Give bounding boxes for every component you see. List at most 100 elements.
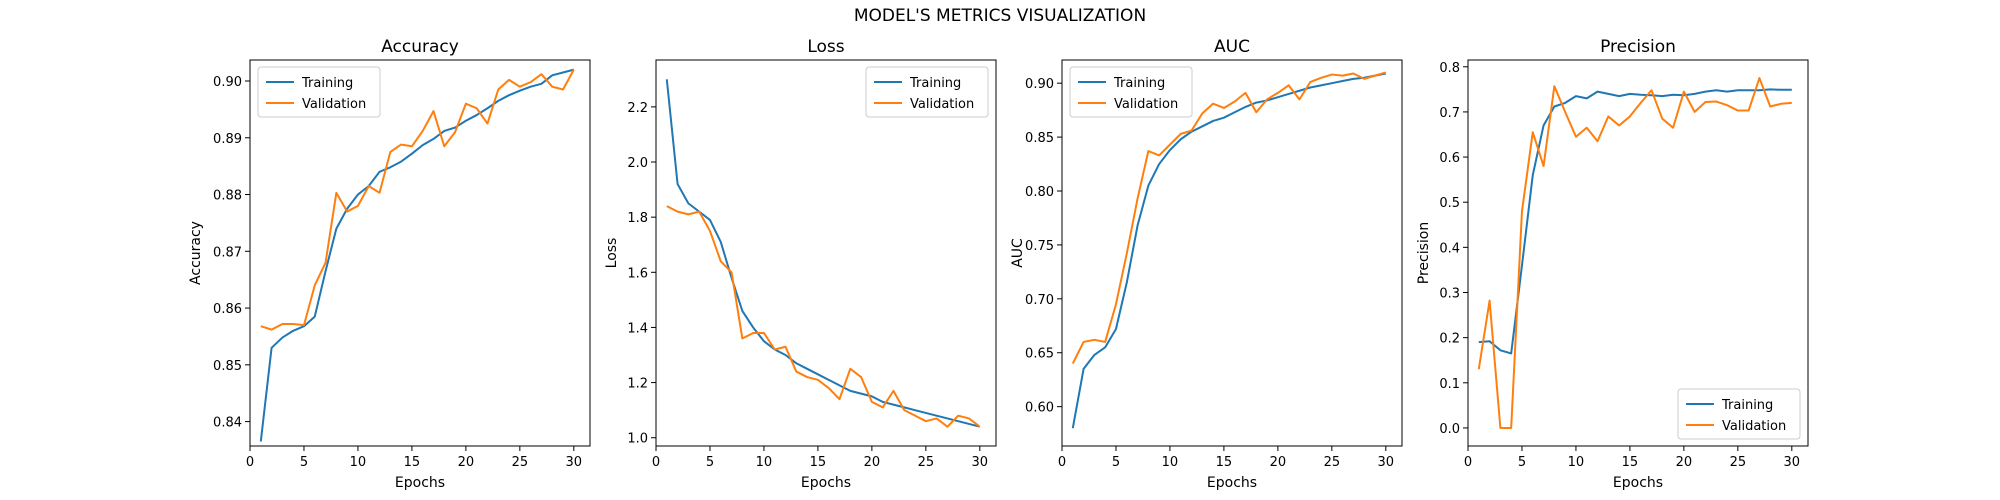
y-tick-label: 0.87	[213, 245, 242, 260]
legend-label-training: Training	[301, 76, 353, 91]
legend-label-validation: Validation	[910, 97, 974, 112]
y-tick-label: 0.8	[1439, 61, 1460, 76]
y-tick-label: 0.3	[1439, 287, 1460, 302]
y-tick-label: 0.80	[1025, 185, 1054, 200]
series-line-training	[259, 68, 575, 442]
x-tick-label: 25	[512, 455, 529, 470]
y-tick-label: 0.85	[213, 359, 242, 374]
x-tick-label: 0	[1464, 455, 1472, 470]
y-tick-label: 1.2	[627, 377, 648, 392]
x-tick-label: 15	[1216, 455, 1233, 470]
x-tick-label: 25	[918, 455, 935, 470]
y-tick-label: 2.0	[627, 156, 648, 171]
chart-accuracy: Accuracy 0 5 10 15 20 25 30 0.84 0.85 0.86 0.87 0.88…	[188, 37, 591, 491]
y-tick-label: 0.90	[1025, 77, 1054, 92]
y-tick-label: 1.8	[627, 211, 648, 226]
plot-frame	[1467, 59, 1809, 447]
legend-box	[1069, 66, 1193, 118]
x-tick-label: 30	[972, 455, 989, 470]
y-axis-label: Precision	[1416, 222, 1432, 284]
legend-label-training: Training	[1721, 398, 1773, 413]
x-tick-label: 15	[810, 455, 827, 470]
plot-frame	[249, 59, 591, 447]
x-tick-label: 30	[566, 455, 583, 470]
y-tick-label: 1.0	[627, 432, 648, 447]
chart-precision: Precision 0 5 10 15 20 25 30 0.0 0.1 0.2 0.3 0.4 0.5 0…	[1416, 37, 1809, 491]
y-axis-label: Accuracy	[188, 221, 204, 285]
legend: Training Validation	[1677, 388, 1801, 440]
y-tick-label: 0.86	[213, 302, 242, 317]
x-tick-label: 0	[1058, 455, 1066, 470]
chart-title: Accuracy	[381, 37, 459, 57]
y-tick-label: 0.89	[213, 132, 242, 147]
y-tick-label: 0.85	[1025, 131, 1054, 146]
x-tick-label: 10	[1568, 455, 1585, 470]
y-tick-label: 0.90	[213, 75, 242, 90]
x-tick-label: 30	[1784, 455, 1801, 470]
x-tick-label: 25	[1730, 455, 1747, 470]
legend: Training Validation	[865, 66, 989, 118]
chart-loss: Loss 0 5 10 15 20 25 30 1.0 1.2 1.4 1.6 1.8 2.0 2.2 Epo…	[604, 37, 997, 491]
legend: Training Validation	[257, 66, 381, 118]
x-tick-label: 5	[706, 455, 714, 470]
x-tick-label: 0	[652, 455, 660, 470]
legend-label-validation: Validation	[1114, 97, 1178, 112]
y-tick-label: 0.7	[1439, 106, 1460, 121]
x-tick-label: 25	[1324, 455, 1341, 470]
figure-title: MODEL'S METRICS VISUALIZATION	[853, 6, 1147, 26]
y-tick-label: 0.65	[1025, 347, 1054, 362]
x-axis-label: Epochs	[395, 475, 445, 491]
y-axis-label: Loss	[604, 238, 620, 269]
x-tick-label: 5	[1518, 455, 1526, 470]
chart-auc: AUC 0 5 10 15 20 25 30 0.60 0.65 0.70 0.75 0.80 0.85 0…	[1010, 37, 1403, 491]
y-tick-label: 0.5	[1439, 196, 1460, 211]
x-axis-label: Epochs	[801, 475, 851, 491]
y-tick-label: 0.88	[213, 189, 242, 204]
y-tick-label: 0.1	[1439, 377, 1460, 392]
y-axis-label: AUC	[1010, 238, 1026, 268]
y-tick-label: 0.2	[1439, 332, 1460, 347]
y-tick-label: 1.6	[627, 266, 648, 281]
y-tick-label: 0.70	[1025, 293, 1054, 308]
y-tick-label: 0.75	[1025, 239, 1054, 254]
legend-box	[257, 66, 381, 118]
x-axis-label: Epochs	[1613, 475, 1663, 491]
series-line-training	[1478, 88, 1792, 355]
x-tick-label: 5	[1112, 455, 1120, 470]
series-line-training	[665, 79, 981, 428]
legend-label-training: Training	[1113, 76, 1165, 91]
y-tick-label: 0.0	[1439, 422, 1460, 437]
y-tick-label: 0.60	[1025, 401, 1054, 416]
series-line-training	[1071, 72, 1387, 429]
series-line-validation	[666, 205, 981, 428]
x-tick-label: 10	[1162, 455, 1179, 470]
legend-label-validation: Validation	[302, 97, 366, 112]
x-tick-label: 20	[1676, 455, 1693, 470]
series-line-validation	[1477, 77, 1792, 429]
x-tick-label: 0	[246, 455, 254, 470]
chart-title: Loss	[807, 37, 844, 57]
legend-label-training: Training	[909, 76, 961, 91]
y-tick-label: 2.2	[627, 101, 648, 116]
x-tick-label: 20	[864, 455, 881, 470]
legend-label-validation: Validation	[1722, 419, 1786, 434]
plot-frame	[1061, 59, 1403, 447]
y-tick-label: 0.6	[1439, 151, 1460, 166]
y-tick-label: 0.84	[213, 416, 242, 431]
series-line-validation	[260, 69, 575, 331]
plot-frame	[655, 59, 997, 447]
x-tick-label: 10	[756, 455, 773, 470]
y-tick-label: 0.4	[1439, 241, 1460, 256]
chart-title: AUC	[1214, 37, 1250, 57]
x-tick-label: 5	[300, 455, 308, 470]
x-tick-label: 15	[404, 455, 421, 470]
chart-title: Precision	[1600, 37, 1676, 57]
x-tick-label: 10	[350, 455, 367, 470]
legend-box	[1677, 388, 1801, 440]
x-tick-label: 15	[1622, 455, 1639, 470]
x-tick-label: 30	[1378, 455, 1395, 470]
legend-box	[865, 66, 989, 118]
y-tick-label: 1.4	[627, 321, 648, 336]
